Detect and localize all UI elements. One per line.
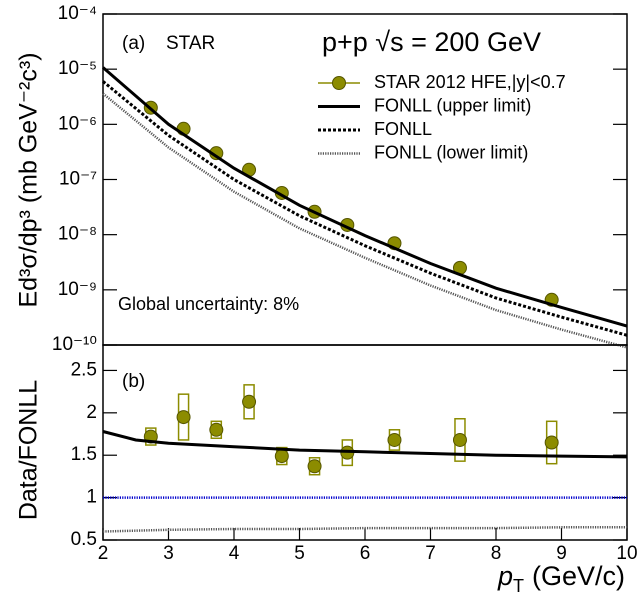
y-axis-title: Ed³σ/dp³ (mb GeV⁻²c³)	[15, 52, 43, 307]
curve	[102, 430, 628, 459]
y-axis-title: Data/FONLL	[15, 380, 43, 520]
x-tick-label: 4	[229, 543, 240, 564]
x-tick-label: 9	[556, 543, 567, 564]
y-tick-label: 2.5	[71, 359, 97, 380]
curve	[102, 526, 627, 533]
data-point	[452, 432, 467, 447]
legend-label: FONLL (lower limit)	[374, 142, 528, 162]
data-point	[387, 432, 402, 447]
x-tick-label: 3	[163, 543, 174, 564]
curve	[102, 92, 628, 349]
annotation: Global uncertainty: 8%	[118, 294, 299, 314]
y-tick-label: 2	[86, 402, 97, 423]
y-tick-label: 0.5	[71, 529, 97, 550]
panel-label: (a)	[122, 33, 145, 54]
x-axis-title: pT (GeV/c)	[497, 561, 625, 596]
data-point	[544, 435, 559, 450]
legend-label: FONLL (upper limit)	[374, 95, 531, 115]
data-point	[209, 422, 224, 437]
curve	[102, 80, 628, 337]
y-tick-label: 10⁻⁷	[59, 169, 97, 190]
x-axis-unit: (GeV/c)	[532, 561, 625, 591]
data-point	[176, 410, 191, 425]
y-tick-label: 10⁻⁹	[58, 279, 97, 300]
x-tick-label: 10	[616, 543, 637, 564]
y-tick-label: 1.5	[71, 444, 97, 465]
panel-label: (b)	[122, 371, 145, 392]
y-tick-label: 10⁻¹⁰	[52, 334, 97, 355]
y-tick-label: 10⁻⁶	[58, 113, 97, 134]
x-axis-symbol: p	[497, 561, 513, 591]
y-tick-label: 10⁻⁵	[58, 58, 97, 79]
legend-label: FONLL	[374, 119, 432, 139]
x-tick-label: 5	[294, 543, 305, 564]
data-point	[307, 459, 322, 474]
legend-label: STAR 2012 HFE,|y|<0.7	[374, 72, 566, 92]
x-tick-label: 7	[425, 543, 436, 564]
chart-title: p+p √s = 200 GeV	[322, 27, 541, 57]
x-axis-subscript: T	[513, 576, 524, 596]
y-tick-label: 1	[86, 487, 97, 508]
curve	[102, 66, 628, 328]
legend-swatch	[332, 76, 346, 90]
data-point	[274, 449, 289, 464]
y-tick-label: 10⁻⁴	[58, 3, 97, 24]
y-tick-label: 10⁻⁸	[58, 224, 97, 245]
x-tick-label: 6	[360, 543, 371, 564]
x-tick-label: 8	[491, 543, 502, 564]
x-tick-label: 2	[98, 543, 109, 564]
data-point	[242, 394, 257, 409]
experiment-label: STAR	[166, 33, 215, 54]
